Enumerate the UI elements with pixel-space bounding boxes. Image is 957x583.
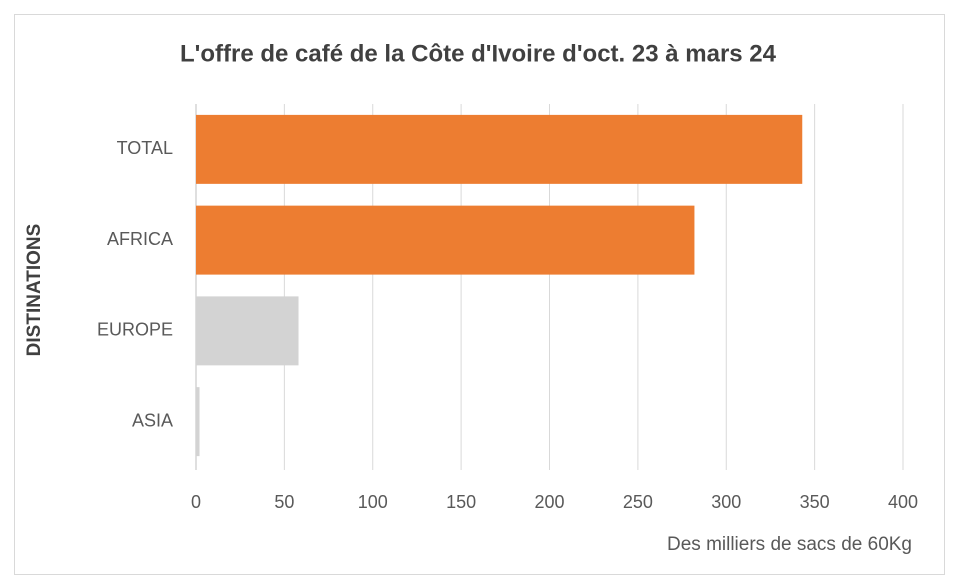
bar bbox=[196, 387, 200, 457]
y-tick-label: ASIA bbox=[132, 410, 173, 430]
x-tick-label: 200 bbox=[534, 492, 564, 512]
x-tick-label: 350 bbox=[800, 492, 830, 512]
x-tick-label: 300 bbox=[711, 492, 741, 512]
y-tick-label: TOTAL bbox=[117, 138, 173, 158]
x-tick-label: 250 bbox=[623, 492, 653, 512]
y-tick-label: EUROPE bbox=[97, 320, 173, 340]
chart-border bbox=[14, 14, 945, 575]
bar bbox=[196, 205, 695, 275]
x-tick-label: 0 bbox=[191, 492, 201, 512]
y-axis-label: DISTINATIONS bbox=[24, 224, 45, 357]
x-tick-label: 100 bbox=[358, 492, 388, 512]
x-axis-label: Des milliers de sacs de 60Kg bbox=[667, 534, 912, 555]
x-tick-label: 150 bbox=[446, 492, 476, 512]
bar bbox=[196, 114, 803, 184]
y-tick-label: AFRICA bbox=[107, 229, 173, 249]
bar bbox=[196, 296, 299, 366]
x-tick-label: 400 bbox=[888, 492, 918, 512]
chart-title: L'offre de café de la Côte d'Ivoire d'oc… bbox=[180, 40, 777, 67]
x-tick-label: 50 bbox=[274, 492, 294, 512]
